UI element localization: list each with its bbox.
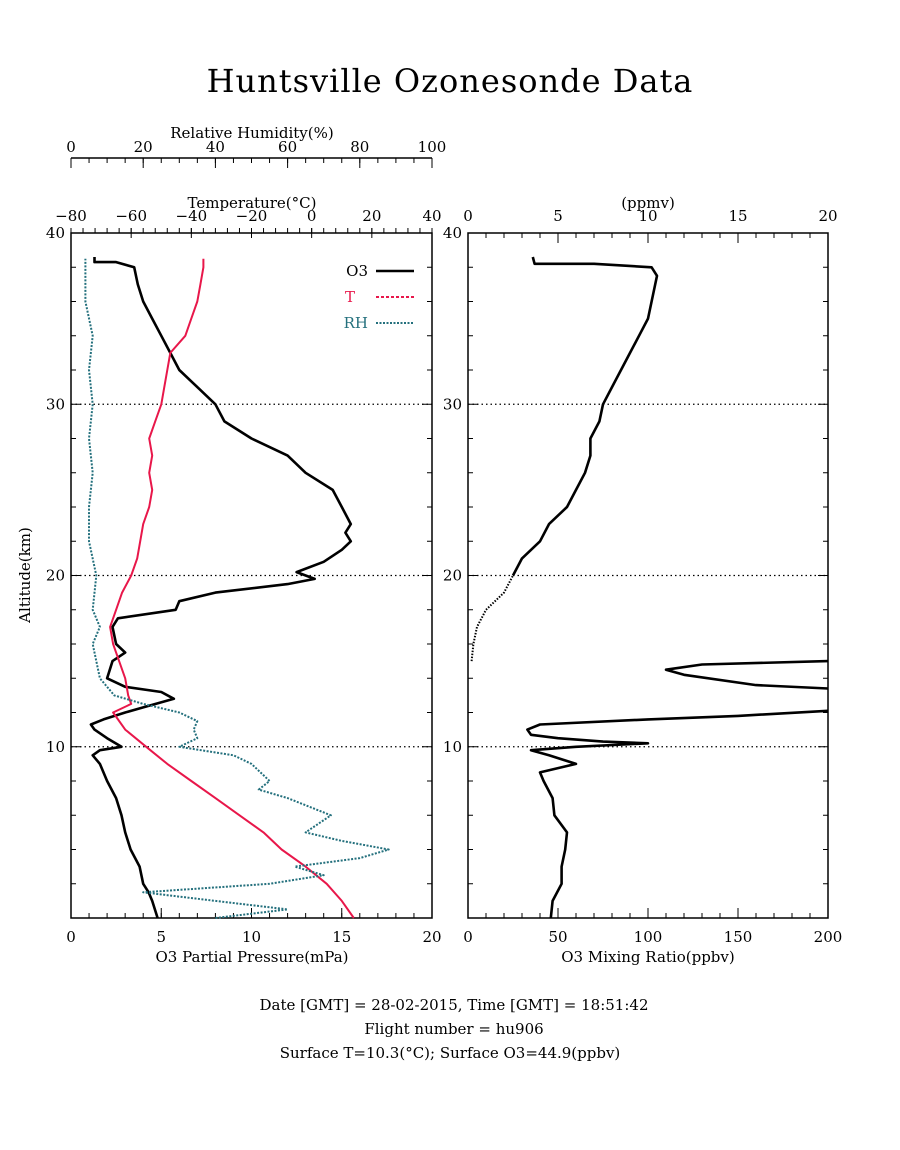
o3-pp-axis-tick-label: 10 [242, 928, 261, 946]
rh-axis-tick-label: 60 [278, 138, 297, 156]
temperature-axis-label: Temperature(°C) [188, 194, 317, 212]
ppmv-axis-tick-label: 20 [818, 207, 837, 225]
o3-pp-axis-tick-label: 0 [66, 928, 76, 946]
left-panel: 10 20 30 40 0 5 10 15 20 −80 −60 −40 −20 0 20 40 0 20 40 60… [46, 138, 446, 946]
legend-label-t: T [345, 288, 355, 306]
left-y-tick-label: 20 [46, 567, 65, 585]
o3-mixing-ratio-line [470, 575, 514, 662]
rh-axis-label: Relative Humidity(%) [170, 124, 333, 142]
rh-axis-tick-label: 20 [134, 138, 153, 156]
footer-flight-number: Flight number = hu906 [364, 1020, 543, 1038]
legend-label-rh: RH [344, 314, 368, 332]
right-y-tick-label: 40 [443, 224, 462, 242]
rh-line [84, 258, 390, 919]
temperature-axis-tick-label: −60 [115, 207, 147, 225]
footer-date-time: Date [GMT] = 28-02-2015, Time [GMT] = 18… [259, 996, 648, 1014]
left-y-tick-label: 10 [46, 738, 65, 756]
legend-label-o3: O3 [346, 262, 368, 280]
chart-title: Huntsville Ozonesonde Data [207, 62, 694, 100]
o3-mr-axis-label: O3 Mixing Ratio(ppbv) [561, 948, 734, 966]
rh-axis-tick-label: 40 [206, 138, 225, 156]
o3-mr-axis-tick-label: 100 [634, 928, 663, 946]
temperature-axis-tick-label: 20 [362, 207, 381, 225]
o3-mixing-ratio-line [664, 659, 829, 690]
right-y-tick-label: 30 [443, 395, 462, 413]
left-y-tick-label: 40 [46, 224, 65, 242]
rh-axis-tick-label: 100 [418, 138, 447, 156]
o3-pp-axis-tick-label: 20 [422, 928, 441, 946]
altitude-axis-label: Altitude(km) [16, 527, 34, 624]
ppmv-axis-tick-label: 10 [638, 207, 657, 225]
footer-surface-values: Surface T=10.3(°C); Surface O3=44.9(ppbv… [280, 1044, 621, 1062]
left-y-tick-label: 30 [46, 395, 65, 413]
o3-mixing-ratio-line [526, 709, 829, 919]
temperature-axis-tick-label: −20 [236, 207, 268, 225]
temperature-axis-tick-label: 40 [422, 207, 441, 225]
o3-pp-axis-label: O3 Partial Pressure(mPa) [155, 948, 348, 966]
o3-mixing-ratio-line [511, 256, 659, 577]
o3-pp-axis-tick-label: 5 [156, 928, 166, 946]
rh-axis-tick-label: 0 [66, 138, 76, 156]
o3-mr-axis-tick-label: 50 [548, 928, 567, 946]
temperature-axis-tick-label: −40 [176, 207, 208, 225]
o3-mr-axis-tick-label: 200 [814, 928, 843, 946]
o3-mr-axis-tick-label: 150 [724, 928, 753, 946]
ppmv-axis-tick-label: 0 [463, 207, 473, 225]
rh-axis-tick-label: 80 [350, 138, 369, 156]
o3-pp-axis-tick-label: 15 [332, 928, 351, 946]
right-y-tick-label: 10 [443, 738, 462, 756]
legend: O3 T RH [344, 262, 414, 332]
ppmv-axis-label: (ppmv) [621, 194, 675, 212]
right-y-tick-label: 20 [443, 567, 462, 585]
temperature-axis-tick-label: −80 [55, 207, 87, 225]
temperature-line [109, 258, 355, 919]
ppmv-axis-tick-label: 5 [553, 207, 563, 225]
temperature-axis-tick-label: 0 [307, 207, 317, 225]
ppmv-axis-tick-label: 15 [728, 207, 747, 225]
o3-partial-pressure-line [89, 257, 353, 919]
o3-mr-axis-tick-label: 0 [463, 928, 473, 946]
